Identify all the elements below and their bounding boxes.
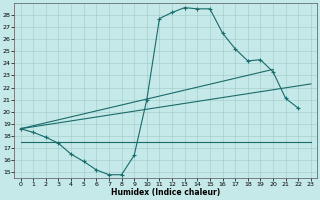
X-axis label: Humidex (Indice chaleur): Humidex (Indice chaleur) — [111, 188, 220, 197]
